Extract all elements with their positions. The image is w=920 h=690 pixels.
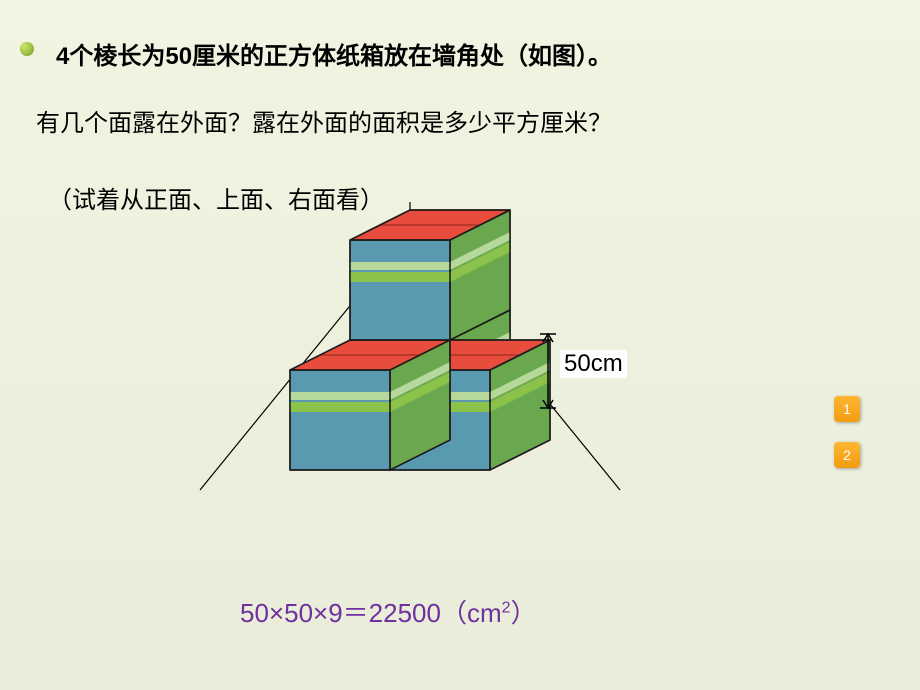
bullet-icon: [20, 42, 34, 56]
answer-value: 50×50×9＝22500: [240, 598, 441, 628]
answer-paren-close: ）: [511, 598, 537, 628]
answer-unit: cm: [467, 598, 502, 628]
step-2-button[interactable]: 2: [834, 442, 860, 468]
answer-text: 50×50×9＝22500（cm2）: [240, 593, 537, 630]
dimension-label: 50cm: [560, 350, 627, 378]
question-line-1: 有几个面露在外面？露在外面的面积是多少平方厘米？: [36, 106, 856, 142]
page-title: 4个棱长为50厘米的正方体纸箱放在墙角处（如图）。: [56, 36, 612, 71]
answer-exponent: 2: [502, 599, 511, 616]
answer-paren-open: （: [441, 598, 467, 628]
step-1-button[interactable]: 1: [834, 396, 860, 422]
dimension-arrow: [540, 330, 556, 430]
